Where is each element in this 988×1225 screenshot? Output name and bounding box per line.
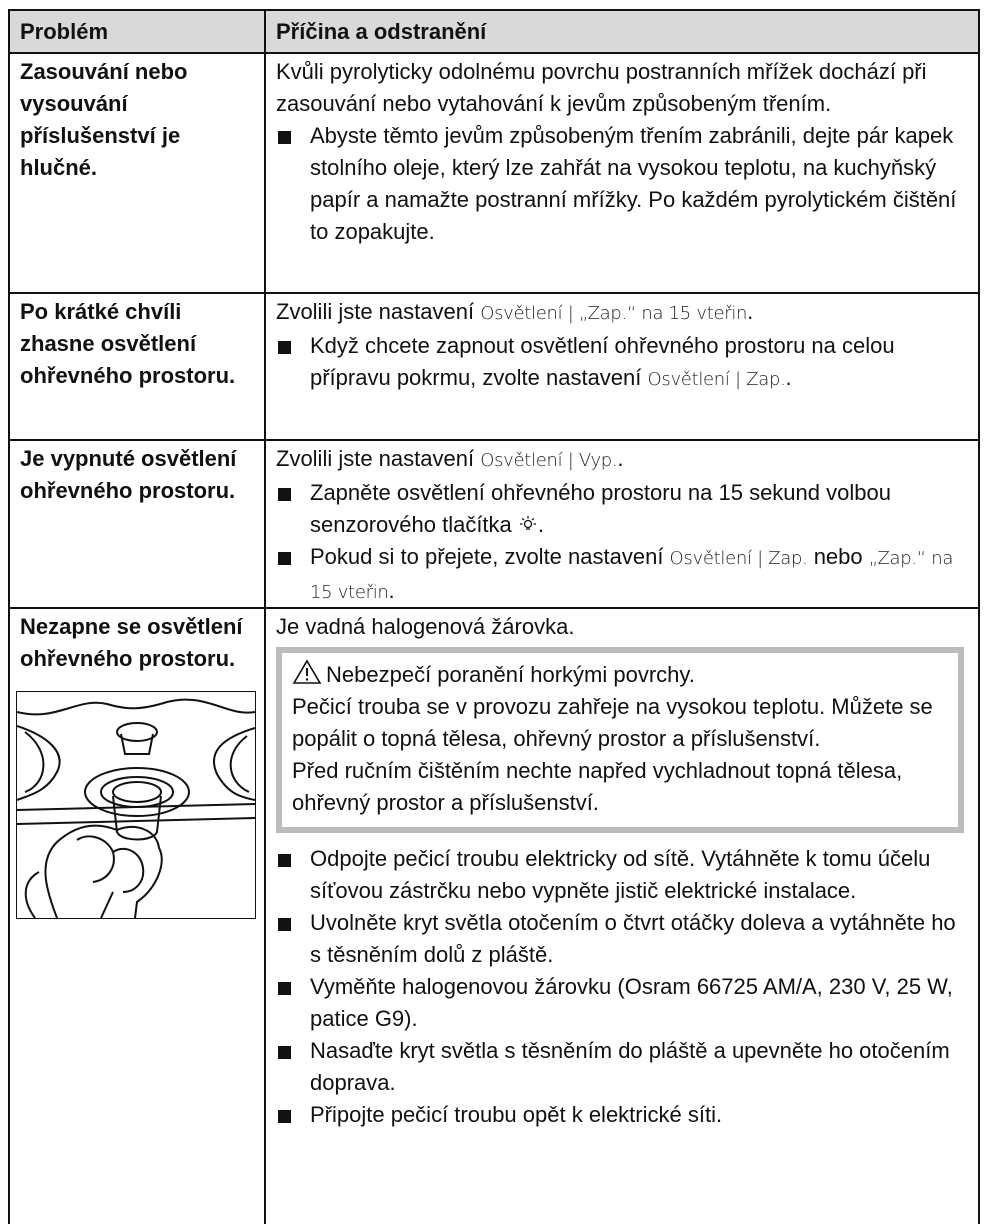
step: Vyměňte halogenovou žárovku (Osram 66725… [276, 971, 964, 1035]
step: Pokud si to přejete, zvolte nastavení Os… [276, 541, 964, 609]
step: Odpojte pečicí troubu elektricky od sítě… [276, 843, 964, 907]
cause-cell: Zvolili jste nastavení Osvětlení | „Zap.… [266, 294, 978, 439]
cause-cell: Kvůli pyrolyticky odolnému povrchu postr… [266, 54, 978, 292]
cause-text: Je vadná halogenová žárovka. [276, 611, 964, 643]
table-row: Zasouvání nebo vysouvání příslušenství j… [10, 54, 978, 294]
text: Abyste těmto jevům způsobeným třením zab… [310, 123, 957, 244]
text: Připojte pečicí troubu opět k elektrické… [310, 1102, 723, 1127]
table-row: Po krátké chvíli zhasne osvětlení ohřevn… [10, 294, 978, 441]
cause-cell: Zvolili jste nastavení Osvětlení | Vyp..… [266, 441, 978, 607]
step: Připojte pečicí troubu opět k elektrické… [276, 1099, 964, 1131]
display-text: Osvětlení | „Zap.“ na 15 vteřin [480, 303, 748, 324]
text: Když chcete zapnout osvětlení ohřevného … [310, 333, 895, 390]
text: Nebezpečí poranění horkými povrchy. [326, 662, 695, 687]
troubleshooting-table: Problém Příčina a odstranění Zasouvání n… [8, 9, 980, 1224]
text: nebo [807, 544, 869, 569]
text: Je vadná halogenová žárovka. [276, 614, 575, 639]
display-text: Osvětlení | Zap. [669, 548, 808, 569]
warning-text: Před ručním čištěním nechte napřed vychl… [292, 758, 903, 815]
text: Nasaďte kryt světla s těsněním do pláště… [310, 1038, 950, 1095]
display-text: „Zap.“ na 15 vteřin [310, 548, 954, 603]
text: . [785, 365, 792, 390]
text: . [537, 512, 545, 537]
step: Nasaďte kryt světla s těsněním do pláště… [276, 1035, 964, 1099]
step: Zapněte osvětlení ohřevného prostoru na … [276, 477, 964, 541]
text: . [747, 299, 754, 324]
cause-text: Zvolili jste nastavení Osvětlení | Vyp.. [276, 443, 964, 477]
cause-text: Zvolili jste nastavení Osvětlení | „Zap.… [276, 296, 964, 330]
problem-text: Nezapne se osvětlení ohřevného prostoru. [20, 614, 243, 671]
text: Vyměňte halogenovou žárovku (Osram 66725… [310, 974, 953, 1031]
text: Zvolili jste nastavení [276, 446, 481, 471]
step: Uvolněte kryt světla otočením o čtvrt ot… [276, 907, 964, 971]
text: Kvůli pyrolyticky odolnému povrchu postr… [276, 59, 927, 116]
header-cell: Příčina a odstranění [276, 19, 487, 44]
problem-cell: Nezapne se osvětlení ohřevného prostoru. [10, 609, 266, 1224]
warning-box: Nebezpečí poranění horkými povrchy. Peči… [276, 647, 964, 833]
text: Odpojte pečicí troubu elektricky od sítě… [310, 846, 931, 903]
text: Zapněte osvětlení ohřevného prostoru na … [310, 480, 891, 537]
text: Uvolněte kryt světla otočením o čtvrt ot… [310, 910, 956, 967]
problem-cell: Zasouvání nebo vysouvání příslušenství j… [10, 54, 266, 292]
table-row: Je vypnuté osvětlení ohřevného prostoru.… [10, 441, 978, 609]
header-row: Problém Příčina a odstranění [10, 11, 978, 54]
text: Zvolili jste nastavení [276, 299, 481, 324]
display-text: Osvětlení | Vyp. [480, 450, 618, 471]
cause-cell: Je vadná halogenová žárovka. Nebezpečí p… [266, 609, 978, 1224]
text: Pokud si to přejete, zvolte nastavení [310, 544, 670, 569]
warning-text: Pečicí trouba se v provozu zahřeje na vy… [292, 694, 933, 751]
light-icon [519, 516, 536, 530]
header-cell: Problém [10, 11, 266, 52]
text: . [388, 578, 395, 603]
lamp-illustration [16, 691, 256, 919]
step: Když chcete zapnout osvětlení ohřevného … [276, 330, 964, 396]
problem-cell: Po krátké chvíli zhasne osvětlení ohřevn… [10, 294, 266, 439]
warning-icon [292, 659, 322, 684]
text: . [617, 446, 624, 471]
table-row: Nezapne se osvětlení ohřevného prostoru. [10, 609, 978, 1224]
display-text: Osvětlení | Zap. [647, 369, 786, 390]
problem-cell: Je vypnuté osvětlení ohřevného prostoru. [10, 441, 266, 607]
warning-title: Nebezpečí poranění horkými povrchy. [292, 659, 948, 691]
cause-text: Kvůli pyrolyticky odolnému povrchu postr… [276, 56, 964, 120]
step: Abyste těmto jevům způsobeným třením zab… [276, 120, 964, 248]
